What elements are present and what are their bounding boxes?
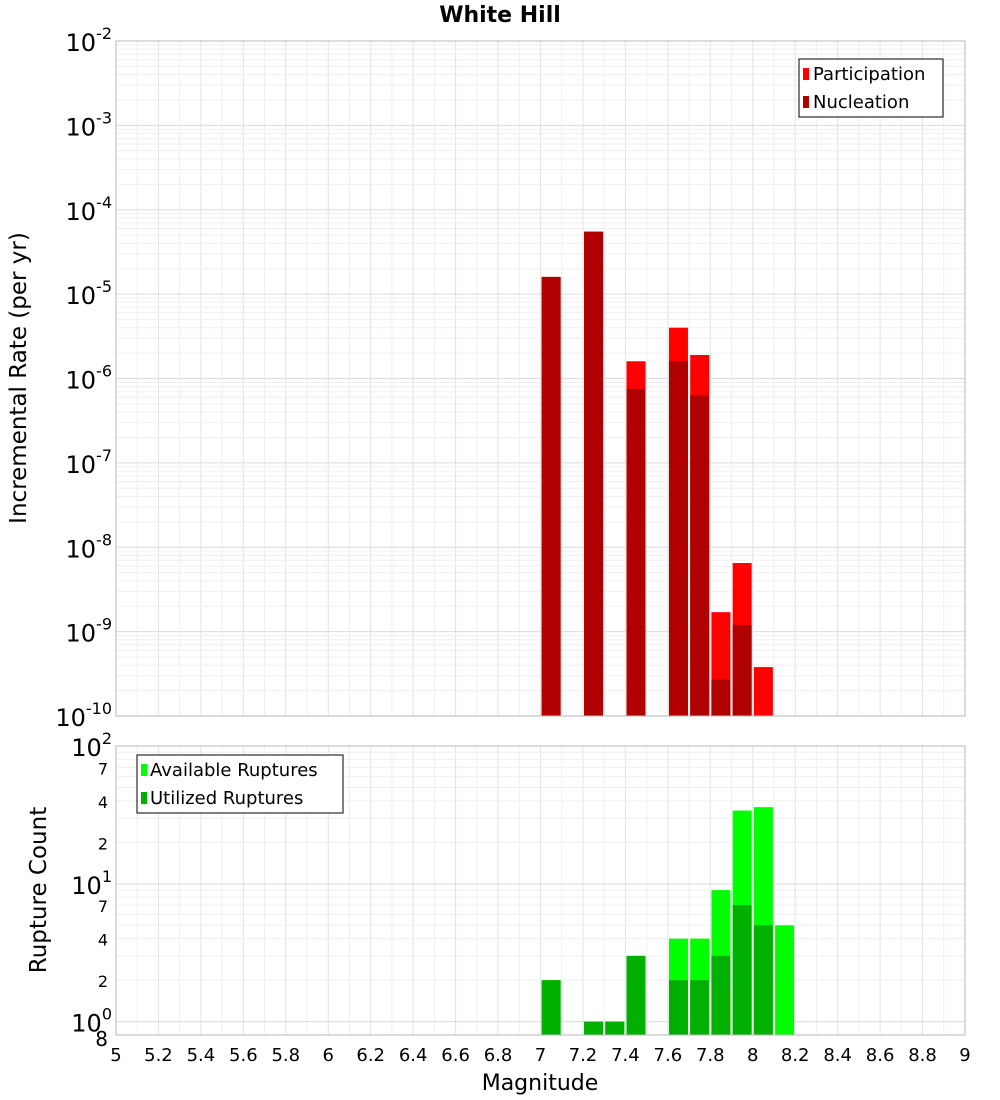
top-bar-nucleation bbox=[732, 624, 752, 716]
x-axis-ticks: 5 5.2 5.4 5.6 5.8 6 6.2 6.4 6.6 6.8 7 7.2 7.4 7.6 7.8 8… bbox=[110, 1045, 970, 1066]
top-y-tick-label: 10-2 bbox=[66, 24, 113, 57]
x-tick-label: 8.4 bbox=[823, 1045, 852, 1066]
x-axis-label: Magnitude bbox=[482, 1071, 599, 1096]
bottom-bar-utilized-ruptures bbox=[605, 1021, 625, 1035]
x-tick-label: 6 bbox=[323, 1045, 334, 1066]
top-y-tick-label: 10-9 bbox=[66, 615, 113, 648]
x-tick-label: 5 bbox=[110, 1045, 121, 1066]
top-bar-nucleation bbox=[668, 361, 688, 716]
bottom-y-axis-label: Rupture Count bbox=[26, 807, 52, 973]
bottom-bar-utilized-ruptures bbox=[584, 1021, 604, 1035]
top-y-axis-label: Incremental Rate (per yr) bbox=[6, 232, 32, 524]
bottom-y-tick-label: 101 bbox=[71, 867, 112, 900]
legend-label-utilized-ruptures: Utilized Ruptures bbox=[150, 788, 303, 809]
bottom-bar-utilized-ruptures bbox=[626, 955, 646, 1035]
top-bar-nucleation bbox=[690, 395, 710, 716]
top-y-tick-label: 10-10 bbox=[55, 699, 112, 732]
bottom-bar-utilized-ruptures bbox=[541, 980, 561, 1035]
top-grid bbox=[116, 41, 965, 716]
bottom-y-tick-label: 102 bbox=[71, 729, 112, 762]
bottom-bar-utilized-ruptures bbox=[711, 955, 731, 1035]
top-y-tick-label: 10-7 bbox=[66, 446, 113, 479]
x-tick-label: 7.8 bbox=[696, 1045, 725, 1066]
x-tick-label: 5.2 bbox=[144, 1045, 173, 1066]
bottom-plot-border bbox=[115, 745, 966, 1036]
bottom-y-tick-label: 8 bbox=[95, 1027, 108, 1051]
legend-label-participation: Participation bbox=[813, 64, 925, 85]
legend-swatch-participation bbox=[803, 68, 809, 80]
top-bar-nucleation bbox=[711, 679, 731, 716]
bottom-bar-utilized-ruptures bbox=[668, 980, 688, 1035]
x-tick-label: 8 bbox=[747, 1045, 758, 1066]
bottom-y-tick-label: 100 bbox=[71, 1005, 112, 1038]
bottom-y-tick-label: 7 bbox=[98, 759, 108, 778]
x-tick-label: 9 bbox=[959, 1045, 970, 1066]
bottom-bar-available-ruptures bbox=[775, 925, 795, 1035]
x-tick-label: 6.6 bbox=[441, 1045, 470, 1066]
bottom-y-tick-label: 2 bbox=[98, 972, 108, 991]
bottom-y-tick-label: 4 bbox=[98, 793, 108, 812]
legend-label-nucleation: Nucleation bbox=[813, 92, 909, 113]
top-bar-nucleation bbox=[584, 231, 604, 716]
x-tick-label: 7 bbox=[535, 1045, 546, 1066]
top-y-tick-label: 10-8 bbox=[66, 530, 113, 563]
x-tick-label: 6.8 bbox=[484, 1045, 513, 1066]
x-tick-label: 8.8 bbox=[908, 1045, 937, 1066]
x-tick-label: 5.8 bbox=[271, 1045, 300, 1066]
x-tick-label: 8.6 bbox=[866, 1045, 895, 1066]
legend-label-available-ruptures: Available Ruptures bbox=[150, 760, 318, 781]
chart-title: White Hill bbox=[439, 3, 561, 28]
top-y-tick-label: 10-5 bbox=[66, 277, 113, 310]
x-tick-label: 5.6 bbox=[229, 1045, 258, 1066]
x-tick-label: 6.4 bbox=[399, 1045, 428, 1066]
top-legend: Participation Nucleation bbox=[798, 58, 944, 118]
x-tick-label: 7.6 bbox=[654, 1045, 683, 1066]
bottom-bar-utilized-ruptures bbox=[690, 980, 710, 1035]
top-y-tick-label: 10-4 bbox=[66, 193, 113, 226]
bottom-y-tick-label: 2 bbox=[98, 834, 108, 853]
legend-swatch-available-ruptures bbox=[141, 764, 147, 776]
top-bar-nucleation bbox=[541, 276, 561, 716]
top-bars bbox=[541, 231, 773, 716]
bottom-bar-utilized-ruptures bbox=[753, 925, 773, 1035]
bottom-bar-utilized-ruptures bbox=[732, 905, 752, 1035]
top-bar-participation bbox=[753, 667, 773, 716]
top-y-axis-ticks: 10-10 10-9 10-8 10-7 10-6 10-5 10-4 10-3 10-2 bbox=[55, 24, 112, 732]
top-legend-box bbox=[798, 58, 944, 118]
top-y-tick-label: 10-3 bbox=[66, 108, 113, 141]
bottom-bars bbox=[541, 807, 795, 1035]
bottom-legend-box bbox=[136, 754, 344, 814]
x-tick-label: 5.4 bbox=[187, 1045, 216, 1066]
top-y-tick-label: 10-6 bbox=[66, 362, 113, 395]
x-tick-label: 8.2 bbox=[781, 1045, 810, 1066]
bottom-legend: Available Ruptures Utilized Ruptures bbox=[136, 754, 344, 814]
top-bar-nucleation bbox=[626, 389, 646, 716]
legend-swatch-utilized-ruptures bbox=[141, 792, 147, 804]
x-tick-label: 7.4 bbox=[611, 1045, 640, 1066]
x-tick-label: 7.2 bbox=[569, 1045, 598, 1066]
bottom-y-tick-label: 7 bbox=[98, 897, 108, 916]
bottom-y-tick-label: 4 bbox=[98, 931, 108, 950]
top-plot-border bbox=[115, 40, 966, 717]
x-tick-label: 6.2 bbox=[356, 1045, 385, 1066]
legend-swatch-nucleation bbox=[803, 96, 809, 108]
